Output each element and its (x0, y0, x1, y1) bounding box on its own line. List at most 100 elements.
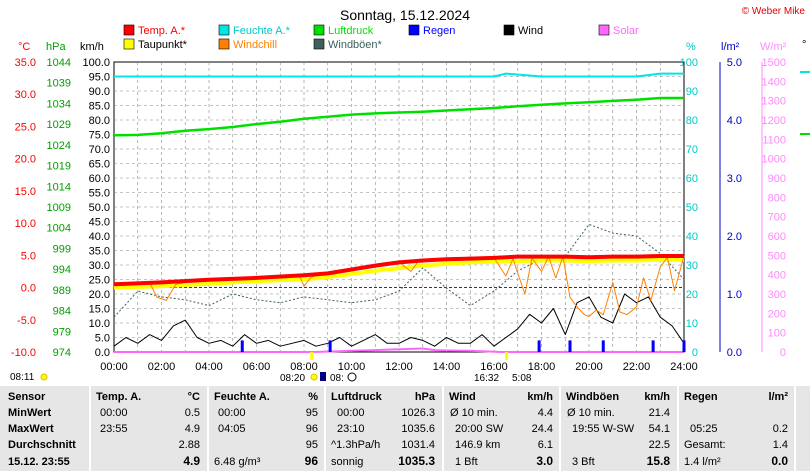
wind-tick-label: 85.0 (89, 101, 110, 113)
wind-unit: km/h (527, 391, 553, 403)
sun-icon (40, 373, 48, 381)
wind-tick-label: 70.0 (89, 144, 110, 156)
humidity-avg-value: 95 (305, 439, 318, 451)
pressure-tick-label: 989 (53, 285, 71, 297)
temp-tick-label: 0.0 (21, 283, 36, 295)
wind-tick-label: 35.0 (89, 246, 110, 258)
pressure-tick-label: 1014 (47, 181, 71, 193)
solar-tick-label: 500 (768, 250, 786, 262)
column-separator (442, 386, 444, 471)
humidity-tick-label: 50 (686, 202, 698, 214)
wind-tick-label: 55.0 (89, 188, 110, 200)
column-separator (677, 386, 679, 471)
series-line-solar (114, 347, 684, 353)
row-label-sensor: Sensor (8, 391, 46, 403)
wind-tick-label: 0.0 (95, 347, 110, 359)
temp-tick-label: 20.0 (15, 154, 36, 166)
rain-tick-label: 5.0 (727, 57, 742, 69)
series-line-wind (113, 293, 685, 347)
time-tick-label: 20:00 (575, 361, 603, 373)
sunset-label: 16:32 (474, 373, 499, 384)
pressure-avg-value: 1031.4 (401, 439, 435, 451)
daylight-label: 08:11 (10, 372, 35, 383)
rain-max-value: 0.2 (772, 423, 788, 435)
row-label-avg: Durchschnitt (8, 439, 76, 451)
temp-avg-value: 2.88 (178, 439, 200, 451)
humidity-tick-label: 0 (692, 347, 698, 359)
humidity-axis-unit: % (686, 41, 696, 53)
right-edge-marker: ° (802, 39, 806, 51)
gusts-min-label: Ø 10 min. (567, 407, 615, 419)
solar-tick-label: 600 (768, 231, 786, 243)
rain-tick-label: 1.0 (727, 289, 742, 301)
wind-tick-label: 75.0 (89, 130, 110, 142)
pressure-tick-label: 1019 (47, 161, 71, 173)
pressure-tick-label: 1039 (47, 78, 71, 90)
temp-tick-label: -10.0 (11, 347, 36, 359)
wind-tick-label: 95.0 (89, 72, 110, 84)
pressure-unit: hPa (414, 391, 435, 403)
legend-label: Wind (518, 25, 543, 37)
gusts-min-value: 21.4 (648, 407, 670, 419)
temp-axis-unit: °C (18, 41, 30, 53)
temp-tick-label: -5.0 (17, 315, 36, 327)
humidity-header: Feuchte A. (214, 391, 270, 403)
humidity-tick-label: 20 (686, 289, 698, 301)
humidity-current-value: 96 (304, 454, 318, 468)
copyright-notice: © Weber Mike (742, 6, 806, 17)
column-separator (324, 386, 326, 471)
humidity-min-value: 95 (305, 407, 318, 419)
humidity-tick-label: 70 (686, 144, 698, 156)
rain-total-value: 1.4 (772, 439, 788, 451)
moonrise-label: 08: (330, 373, 344, 384)
legend-label: Feuchte A.* (233, 25, 291, 37)
pressure-tick-label: 1044 (47, 57, 71, 69)
wind-tick-label: 5.0 (95, 333, 110, 345)
gusts-max-value: 54.1 (648, 423, 670, 435)
wind-min-label: Ø 10 min. (450, 407, 498, 419)
wind-tick-label: 80.0 (89, 115, 110, 127)
wind-tick-label: 25.0 (89, 275, 110, 287)
temp-max-time: 23:55 (100, 423, 128, 435)
solar-tick-label: 1400 (762, 76, 786, 88)
wind-distance: 146.9 km (455, 439, 501, 451)
pressure-forecast: sonnig (331, 456, 364, 468)
rain-max-time: 05:25 (690, 423, 718, 435)
gusts-beaufort: 3 Bft (572, 456, 595, 468)
temp-tick-label: 25.0 (15, 121, 36, 133)
pressure-current-value: 1035.3 (398, 454, 435, 468)
legend-label: Solar (613, 25, 639, 37)
solar-tick-label: 1000 (762, 154, 786, 166)
legend-swatch (313, 24, 325, 36)
moonset-label: 5:08 (512, 373, 532, 384)
rain-header: Regen (684, 391, 718, 403)
row-label-max: MaxWert (8, 423, 54, 435)
time-tick-label: 24:00 (670, 361, 698, 373)
wind-tick-label: 45.0 (89, 217, 110, 229)
moon-icon (320, 372, 326, 381)
pressure-tick-label: 1009 (47, 202, 71, 214)
pressure-tick-label: 999 (53, 243, 71, 255)
pressure-tick-label: 1034 (47, 98, 71, 110)
wind-max-time: 20:00 SW (455, 423, 504, 435)
temp-max-value: 4.9 (184, 423, 200, 435)
rain-bar (568, 340, 572, 352)
gusts-current-value: 15.8 (646, 454, 670, 468)
temp-header: Temp. A. (96, 391, 142, 403)
series-line-feuchte-a (114, 72, 684, 78)
pressure-max-time: 23:10 (337, 423, 365, 435)
series-line-taupunkt (113, 257, 684, 290)
humidity-min-time: 00:00 (218, 407, 246, 419)
column-separator (794, 386, 796, 471)
wind-tick-label: 100.0 (82, 57, 110, 69)
legend-label: Windböen* (328, 39, 383, 51)
temp-min-value: 0.5 (184, 407, 200, 419)
gusts-unit: km/h (644, 391, 670, 403)
row-label-min: MinWert (8, 407, 52, 419)
humidity-unit: % (308, 391, 318, 403)
pressure-min-time: 00:00 (337, 407, 365, 419)
humidity-tick-label: 10 (686, 318, 698, 330)
legend-label: Regen (423, 25, 455, 37)
humidity-tick-label: 90 (686, 86, 698, 98)
